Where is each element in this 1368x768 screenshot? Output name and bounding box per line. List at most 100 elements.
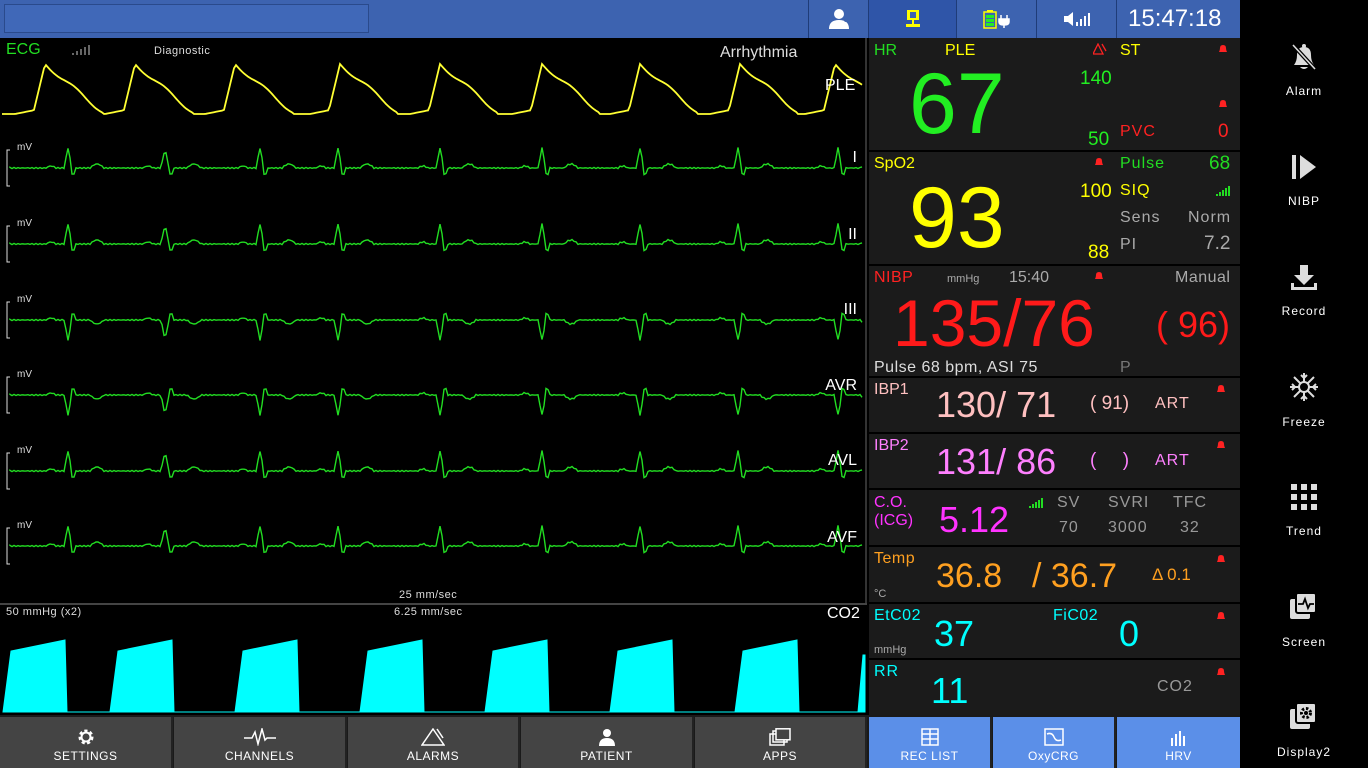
volume-button[interactable] bbox=[1036, 0, 1116, 38]
alarms-button[interactable]: ALARMS bbox=[348, 717, 520, 768]
tfc-value: 32 bbox=[1180, 519, 1200, 536]
temperature-box[interactable]: Temp °C 36.8 / 36.7 Δ 0.1 bbox=[869, 547, 1240, 604]
alarm-label: Alarm bbox=[1285, 84, 1323, 98]
hr-high-limit: 140 bbox=[1080, 68, 1112, 89]
etco2-box[interactable]: EtC02 mmHg 37 FiC02 0 bbox=[869, 604, 1240, 660]
respiration-rate-box[interactable]: RR 11 CO2 bbox=[869, 660, 1240, 715]
ecg-lead-label-avr: AVR bbox=[825, 377, 857, 394]
sens-label: Sens bbox=[1120, 209, 1161, 226]
hr-value: 67 bbox=[909, 56, 1005, 152]
temp-unit: °C bbox=[874, 588, 887, 600]
co2-waveform-area[interactable]: 50 mmHg (x2) 6.25 mm/sec CO2 bbox=[0, 603, 867, 715]
freeze-label: Freeze bbox=[1282, 415, 1326, 429]
clock-text: 15:47:18 bbox=[1128, 5, 1222, 32]
ple-waveform bbox=[2, 62, 863, 115]
ecg-lead-unit: mV bbox=[17, 520, 32, 531]
display2-button[interactable]: Display2 bbox=[1240, 675, 1368, 768]
nibp-mean: ( 96) bbox=[1156, 304, 1231, 345]
cardiac-output-box[interactable]: C.O. (ICG) 5.12 SV 70 SVRI 3000 TFC 32 bbox=[869, 490, 1240, 547]
ecg-mode: Diagnostic bbox=[154, 45, 211, 57]
svri-value: 3000 bbox=[1108, 519, 1148, 536]
pi-value: 7.2 bbox=[1204, 233, 1231, 254]
alarms-label: ALARMS bbox=[406, 749, 460, 763]
nibp-box[interactable]: NIBP mmHg 15:40 Manual 135/76 ( 96) Puls… bbox=[869, 266, 1240, 378]
ecg-lead-ii-waveform bbox=[6, 223, 863, 263]
pi-label: PI bbox=[1120, 236, 1138, 253]
alarm-bell-icon bbox=[1095, 272, 1103, 280]
etco2-label: EtC02 bbox=[874, 607, 921, 624]
record-button[interactable]: Record bbox=[1240, 235, 1368, 345]
ibp2-site: ART bbox=[1155, 452, 1190, 469]
ecg-lead-avl-waveform bbox=[6, 450, 863, 490]
ecg-lead-avr-waveform bbox=[6, 376, 863, 416]
sv-value: 70 bbox=[1059, 519, 1079, 536]
ibp1-label: IBP1 bbox=[874, 381, 909, 398]
st-section[interactable]: ST PVC 0 bbox=[1113, 38, 1240, 150]
alarm-bell-icon bbox=[1217, 612, 1225, 620]
ibp2-box[interactable]: IBP2 131/ 86 ( ) ART bbox=[869, 434, 1240, 490]
network-icon bbox=[905, 10, 920, 27]
etco2-unit: mmHg bbox=[874, 644, 907, 656]
rec-list-button[interactable]: REC LIST bbox=[869, 717, 992, 768]
alarm-bell-icon bbox=[1217, 668, 1225, 676]
spo2-box[interactable]: SpO2 93 100 88 Pulse 68 SIQ Sens Norm PI… bbox=[869, 152, 1240, 266]
nibp-start-button[interactable]: NIBP bbox=[1240, 125, 1368, 235]
fico2-value: 0 bbox=[1119, 613, 1140, 654]
volume-icon bbox=[1063, 12, 1090, 26]
apps-button[interactable]: APPS bbox=[695, 717, 867, 768]
record-label: Record bbox=[1281, 304, 1327, 318]
trend-label: Trend bbox=[1286, 524, 1322, 538]
list-icon bbox=[920, 728, 939, 746]
fico2-label: FiC02 bbox=[1053, 607, 1099, 624]
pulse-value: 68 bbox=[1209, 153, 1231, 174]
sv-label: SV bbox=[1057, 494, 1081, 511]
hrv-button[interactable]: HRV bbox=[1117, 717, 1240, 768]
apps-window-icon bbox=[769, 728, 791, 746]
nibp-value: 135/76 bbox=[893, 286, 1095, 360]
ecg-title: ECG bbox=[6, 41, 41, 58]
ecg-lead-i-waveform bbox=[6, 147, 863, 187]
temp-label: Temp bbox=[874, 550, 916, 567]
pvc-label: PVC bbox=[1120, 123, 1156, 140]
temp-delta: Δ 0.1 bbox=[1152, 565, 1191, 584]
ecg-lead-unit: mV bbox=[17, 294, 32, 305]
ecg-lead-label-avf: AVF bbox=[827, 529, 857, 546]
alarm-silence-button[interactable]: Alarm bbox=[1240, 15, 1368, 125]
freeze-button[interactable]: Freeze bbox=[1240, 345, 1368, 455]
etco2-value: 37 bbox=[934, 613, 975, 654]
ple-wave-label: PLE bbox=[825, 77, 856, 94]
ecg-lead-label-iii: III bbox=[843, 301, 857, 318]
settings-button[interactable]: SETTINGS bbox=[0, 717, 173, 768]
sens-value: Norm bbox=[1188, 209, 1232, 226]
ecg-lead-unit: mV bbox=[17, 142, 32, 153]
patient-name-field[interactable] bbox=[4, 4, 369, 33]
apps-label: APPS bbox=[762, 749, 797, 763]
oxycrg-button[interactable]: OxyCRG bbox=[993, 717, 1116, 768]
hr-box[interactable]: HR PLE 67 140 50 ST PVC 0 bbox=[869, 38, 1240, 152]
channels-button[interactable]: CHANNELS bbox=[174, 717, 347, 768]
ibp1-box[interactable]: IBP1 130/ 71 ( 91) ART bbox=[869, 378, 1240, 434]
trend-button[interactable]: Trend bbox=[1240, 455, 1368, 565]
rr-label: RR bbox=[874, 663, 900, 680]
patient-button[interactable]: PATIENT bbox=[521, 717, 694, 768]
screen-label: Screen bbox=[1281, 635, 1327, 649]
battery-status-button[interactable] bbox=[956, 0, 1036, 38]
side-toolbar: Alarm NIBP Record Freeze bbox=[1240, 0, 1368, 768]
ibp2-value: 131/ 86 bbox=[936, 441, 1057, 482]
spo2-label: SpO2 bbox=[874, 155, 915, 172]
temp-value-2: / 36.7 bbox=[1032, 557, 1118, 595]
hrv-label: HRV bbox=[1165, 749, 1192, 763]
play-icon bbox=[1292, 155, 1316, 179]
screen-button[interactable]: Screen bbox=[1240, 565, 1368, 675]
patient-info-button[interactable] bbox=[808, 0, 868, 38]
hr-label: HR bbox=[874, 42, 898, 59]
oxycrg-icon bbox=[1043, 728, 1064, 746]
ecg-signal-icon bbox=[72, 45, 90, 55]
network-status-button[interactable] bbox=[868, 0, 956, 38]
spo2-low-limit: 88 bbox=[1088, 242, 1110, 263]
gear-icon bbox=[78, 729, 93, 745]
ibp1-value: 130/ 71 bbox=[936, 384, 1057, 425]
alarm-bell-icon bbox=[1219, 100, 1227, 108]
ecg-lead-unit: mV bbox=[17, 369, 32, 380]
